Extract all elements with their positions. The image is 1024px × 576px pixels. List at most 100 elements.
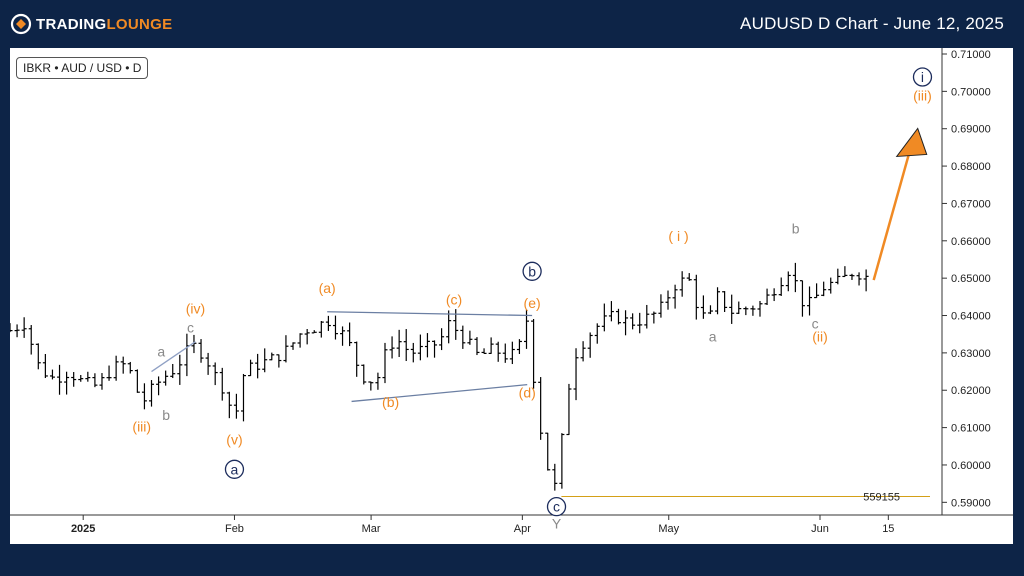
price-bar [219, 367, 225, 401]
wave-label-circle [522, 261, 542, 281]
price-bar [304, 328, 310, 345]
wave-label: b [528, 263, 536, 279]
wave-label: b [792, 220, 800, 236]
price-bar [149, 380, 155, 407]
price-bar [700, 295, 706, 319]
price-bar [403, 329, 409, 362]
price-bar [573, 348, 579, 401]
price-bar [821, 281, 827, 297]
price-bar [127, 361, 133, 374]
price-bar [481, 348, 487, 354]
price-bar [601, 303, 607, 332]
price-bar [644, 304, 650, 329]
price-bar [842, 266, 848, 278]
wave-label: i [921, 69, 924, 85]
price-bar [608, 301, 614, 322]
price-bar [375, 372, 381, 390]
price-bar [283, 335, 289, 363]
projection-arrow-head-icon [895, 127, 928, 158]
wave-label-circle [912, 67, 933, 87]
price-bar [566, 383, 572, 436]
y-tick-label: 0.69000 [951, 124, 991, 136]
price-bar [78, 374, 84, 382]
price-bar [792, 262, 798, 293]
price-bar [432, 340, 438, 358]
price-bar [707, 305, 713, 315]
wave-label: (ii) [812, 329, 828, 345]
price-bar [686, 273, 692, 281]
wave-label: a [231, 461, 239, 477]
wave-label: Y [552, 515, 562, 531]
x-tick-label: May [658, 523, 679, 535]
price-bar [764, 288, 770, 305]
price-bar [729, 294, 735, 324]
chart-area[interactable]: 0.71000 0.70000 0.69000 0.68000 0.67000 0.660… [10, 48, 1013, 544]
price-bar [198, 339, 204, 363]
x-tick-label: 2025 [71, 523, 95, 535]
price-bar [248, 359, 254, 377]
y-tick-label: 0.65000 [951, 273, 991, 285]
wave-label: b [162, 407, 170, 423]
price-bar [191, 334, 197, 354]
price-bar [623, 310, 629, 336]
abc-trend-line [151, 341, 196, 373]
price-bar [354, 341, 360, 377]
y-tick-label: 0.71000 [951, 49, 991, 61]
wave-label: c [812, 316, 819, 332]
price-bar [57, 364, 63, 395]
price-bar [552, 463, 558, 491]
x-tick-label: Mar [362, 523, 381, 535]
price-bar [35, 343, 41, 370]
price-bar [49, 369, 55, 380]
price-bar [771, 288, 777, 302]
price-bar [467, 330, 473, 345]
price-bar [665, 290, 671, 310]
price-bar [368, 381, 374, 391]
price-chart[interactable]: 0.71000 0.70000 0.69000 0.68000 0.67000 0.660… [10, 48, 1013, 544]
price-bar [113, 355, 119, 381]
price-bar [658, 294, 664, 318]
y-tick-label: 0.70000 [951, 86, 991, 98]
logo-mark-icon [10, 13, 32, 35]
price-bar [311, 330, 317, 334]
price-bar [85, 371, 91, 382]
price-bar [177, 354, 183, 385]
price-bar [828, 277, 834, 294]
price-bar [856, 272, 862, 286]
top-bar: TRADINGLOUNGE AUDUSD D Chart - June 12, … [0, 0, 1024, 48]
wave-label: (a) [319, 280, 336, 296]
wave-label-circle [546, 497, 567, 517]
price-bar [28, 325, 34, 355]
price-bar [64, 371, 70, 395]
price-bar [679, 271, 685, 297]
price-bar [743, 306, 749, 316]
price-bar [318, 320, 324, 338]
y-tick-label: 0.59000 [951, 497, 991, 509]
symbol-label: IBKR • AUD / USD • D [16, 57, 149, 79]
price-bar [637, 312, 643, 334]
logo-text: TRADINGLOUNGE [36, 16, 172, 33]
price-bar [170, 363, 176, 379]
price-bar [14, 324, 20, 338]
wave-label: (v) [226, 431, 242, 447]
price-bar [396, 329, 402, 357]
price-bar [580, 341, 586, 362]
price-bar [205, 352, 211, 375]
price-bar [240, 373, 246, 422]
price-bar [516, 339, 522, 355]
price-bar [531, 319, 537, 389]
price-bar [99, 373, 105, 390]
y-tick-label: 0.66000 [951, 236, 991, 248]
page-title: AUDUSD D Chart - June 12, 2025 [740, 14, 1004, 33]
wave-label: (b) [382, 394, 399, 410]
price-bar [290, 342, 296, 350]
wave-label: (c) [446, 291, 462, 307]
invalidation-label: 559155 [863, 492, 900, 504]
y-tick-label: 0.68000 [951, 161, 991, 173]
price-bar [615, 308, 621, 325]
wave-label: ( i ) [668, 228, 688, 244]
price-bar [141, 383, 147, 410]
y-tick-label: 0.63000 [951, 348, 991, 360]
price-bar [474, 337, 480, 356]
price-bar [347, 322, 353, 347]
